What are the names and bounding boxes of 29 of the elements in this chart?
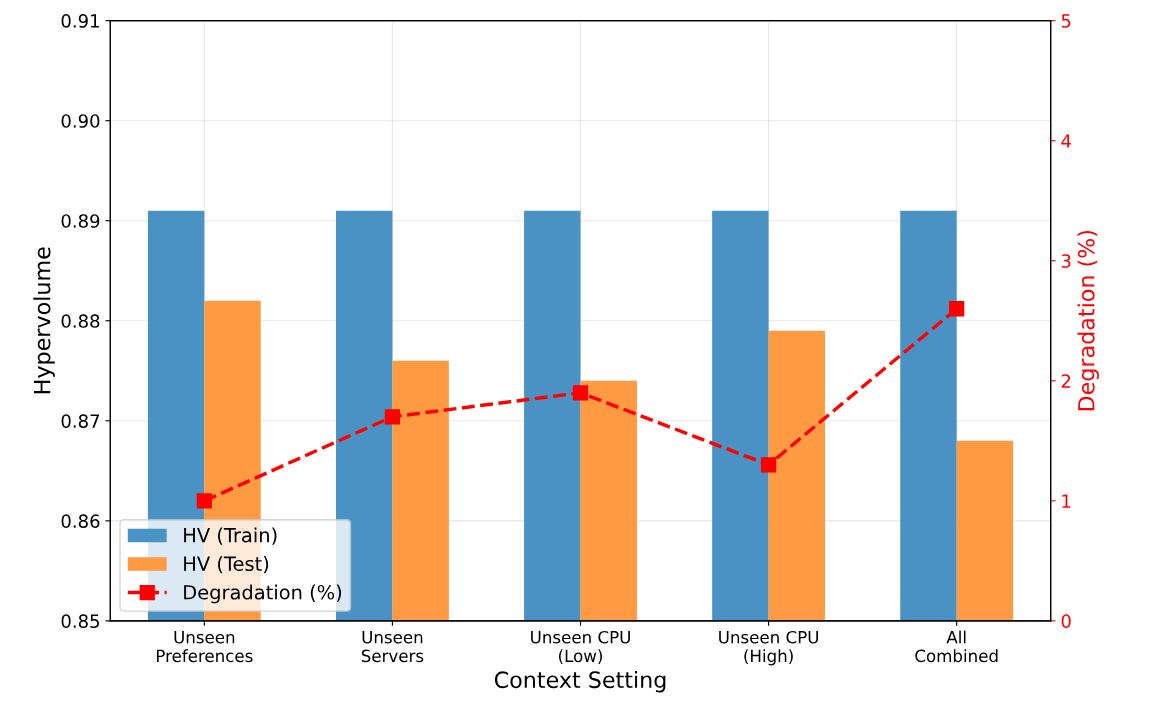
y-tick-label: 0.91 xyxy=(61,14,99,28)
x-tick-label: Unseen CPU (High) xyxy=(719,630,818,666)
y2-axis-title: Degradation (%) xyxy=(1077,230,1099,411)
y-tick-label: 0.85 xyxy=(61,614,99,628)
y2-tick-label: 1 xyxy=(1062,494,1071,508)
y2-tick-label: 3 xyxy=(1061,254,1071,268)
legend-label: HV (Test) xyxy=(184,556,269,574)
x-axis-title: Context Setting xyxy=(494,670,666,693)
y-tick-label: 0.87 xyxy=(61,414,100,428)
y-tick-label: 0.88 xyxy=(61,314,100,328)
y2-tick-label: 0 xyxy=(1061,614,1071,628)
legend-label: HV (Train) xyxy=(184,527,277,545)
y-tick-label: 0.89 xyxy=(61,214,100,228)
legend-label: Degradation (%) xyxy=(184,584,342,604)
y2-tick-label: 4 xyxy=(1061,134,1071,148)
point xyxy=(384,409,401,425)
point xyxy=(196,493,212,509)
point xyxy=(760,457,777,473)
point xyxy=(949,301,965,317)
x-tick-label: Unseen Preferences xyxy=(156,631,253,663)
x-tick-label: Unseen Servers xyxy=(361,631,424,663)
y-tick-label: 0.86 xyxy=(61,514,100,528)
x-tick-label: Unseen CPU (Low) xyxy=(531,630,630,665)
point xyxy=(572,385,589,401)
x-tick-label: All Combined xyxy=(915,630,998,663)
y2-tick-label: 5 xyxy=(1061,14,1071,28)
y-tick-label: 0.90 xyxy=(61,114,100,128)
y2-tick-label: 2 xyxy=(1061,374,1071,388)
y-axis-title: Hypervolume xyxy=(33,247,55,394)
